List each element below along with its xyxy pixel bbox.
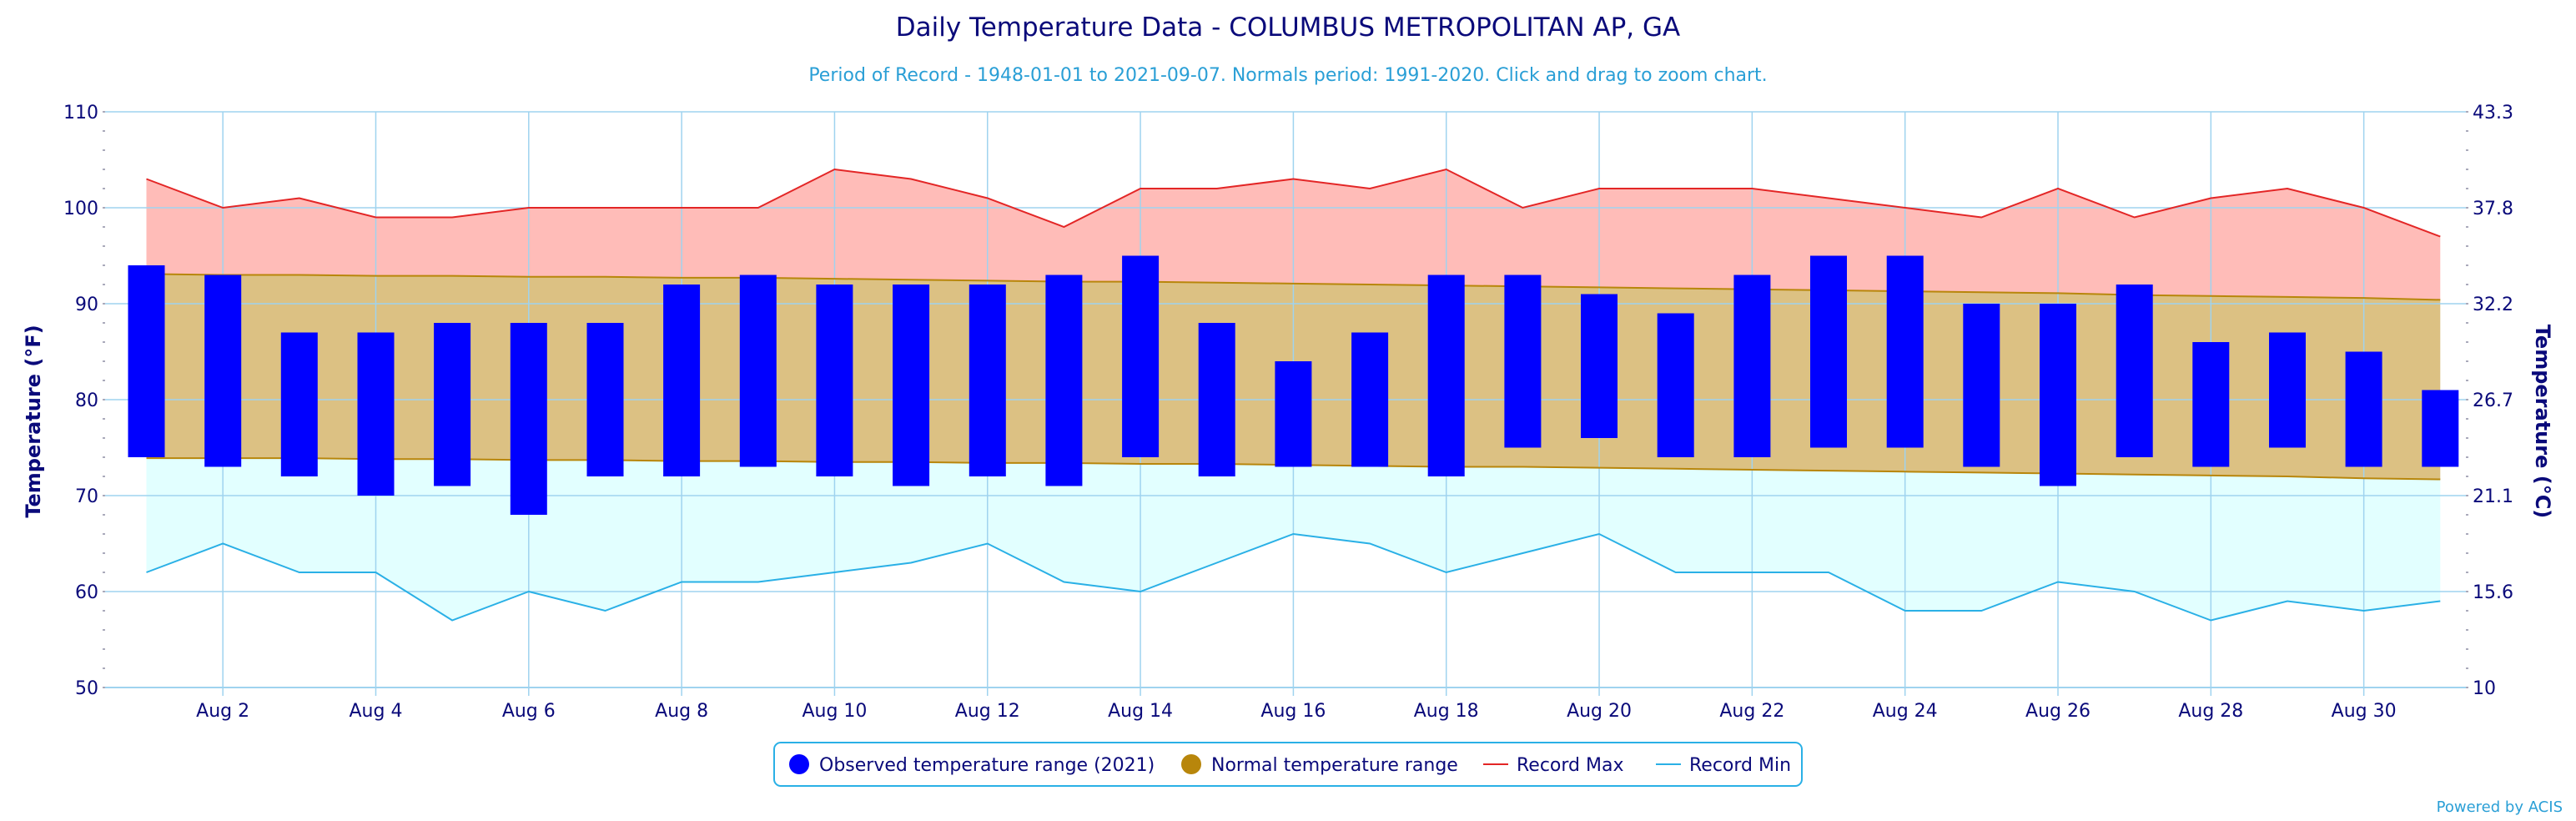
- legend-box: [773, 742, 1803, 787]
- observed-range-bar[interactable]: [1963, 304, 2000, 467]
- x-tick-label: Aug 10: [802, 701, 867, 722]
- observed-range-bar[interactable]: [1581, 294, 1618, 439]
- observed-range-bar[interactable]: [204, 275, 242, 467]
- record-min-line: [146, 532, 2441, 622]
- y-axis-title-left: Temperature (°F): [22, 325, 45, 517]
- observed-range-bar[interactable]: [586, 323, 624, 476]
- normal-high-line: [146, 273, 2441, 301]
- x-tick-label: Aug 26: [2025, 701, 2090, 722]
- legend-item-record-min[interactable]: Record Min: [1656, 755, 1791, 776]
- axes: 50 10 60 15.6 70 21.1 80 26.7 90 32.2 100 37.8 110 43…: [63, 103, 2513, 722]
- y-tick-label-right: 21.1: [2473, 486, 2513, 507]
- legend-item-normal[interactable]: Normal temperature range: [1181, 754, 1458, 776]
- observed-range-bar[interactable]: [969, 285, 1006, 476]
- observed-range-bar[interactable]: [128, 265, 165, 457]
- y-tick-label-left: 60: [75, 582, 98, 603]
- legend-normal-label: Normal temperature range: [1211, 755, 1458, 776]
- legend-observed-marker: [789, 754, 809, 774]
- y-tick-label-left: 110: [63, 103, 98, 123]
- y-tick-label-left: 80: [75, 390, 98, 411]
- y-axis-title-right: Temperature (°C): [2531, 325, 2554, 519]
- y-tick-label-right: 37.8: [2473, 199, 2513, 219]
- observed-range-bar[interactable]: [1886, 255, 1924, 448]
- observed-range-bar[interactable]: [739, 275, 777, 467]
- observed-range-bar[interactable]: [1733, 275, 1771, 458]
- observed-range-bar[interactable]: [893, 285, 930, 486]
- observed-range-bar[interactable]: [1198, 323, 1235, 476]
- y-tick-label-right: 15.6: [2473, 582, 2513, 603]
- chart-title: Daily Temperature Data - COLUMBUS METROP…: [896, 13, 1680, 43]
- observed-range-bar[interactable]: [434, 323, 471, 486]
- record-min-band: [146, 458, 2441, 621]
- observed-range-bar[interactable]: [2422, 390, 2459, 467]
- observed-range-bar[interactable]: [2040, 304, 2076, 486]
- observed-range-bar[interactable]: [1810, 255, 1847, 448]
- x-tick-label: Aug 22: [1719, 701, 1784, 722]
- chart-subtitle: Period of Record - 1948-01-01 to 2021-09…: [808, 65, 1767, 86]
- legend-item-record-max[interactable]: Record Max: [1483, 755, 1624, 776]
- x-tick-label: Aug 30: [2332, 701, 2397, 722]
- legend[interactable]: Observed temperature range (2021) Normal…: [773, 742, 1803, 787]
- legend-observed-label: Observed temperature range (2021): [819, 755, 1155, 776]
- x-tick-label: Aug 8: [655, 701, 708, 722]
- observed-range-bar[interactable]: [357, 332, 395, 496]
- x-tick-label: Aug 28: [2178, 701, 2243, 722]
- x-tick-label: Aug 12: [955, 701, 1020, 722]
- legend-record-min-label: Record Min: [1689, 755, 1791, 776]
- y-tick-label-right: 10: [2473, 678, 2496, 699]
- x-tick-label: Aug 16: [1260, 701, 1326, 722]
- x-tick-label: Aug 2: [196, 701, 249, 722]
- observed-bars: [128, 255, 2459, 515]
- observed-range-bar[interactable]: [280, 332, 318, 477]
- observed-range-bar[interactable]: [1427, 275, 1465, 477]
- y-tick-label-left: 70: [75, 486, 98, 507]
- x-tick-label: Aug 6: [502, 701, 556, 722]
- observed-range-bar[interactable]: [2116, 285, 2153, 457]
- observed-range-bar[interactable]: [1657, 313, 1694, 458]
- legend-item-observed[interactable]: Observed temperature range (2021): [789, 754, 1155, 776]
- observed-range-bar[interactable]: [1351, 332, 1389, 467]
- record-max-line: [146, 168, 2441, 238]
- y-tick-label-right: 43.3: [2473, 103, 2513, 123]
- observed-range-bar[interactable]: [1504, 275, 1542, 448]
- observed-range-bar[interactable]: [510, 323, 547, 515]
- observed-range-bar[interactable]: [2269, 332, 2306, 448]
- observed-range-bar[interactable]: [816, 285, 853, 476]
- x-tick-label: Aug 4: [350, 701, 403, 722]
- observed-range-bar[interactable]: [2192, 342, 2230, 467]
- y-tick-label-right: 26.7: [2473, 390, 2513, 411]
- observed-range-bar[interactable]: [1045, 275, 1083, 486]
- observed-range-bar[interactable]: [1275, 361, 1312, 467]
- y-tick-label-left: 90: [75, 295, 98, 315]
- credit-link[interactable]: Powered by ACIS: [2437, 798, 2563, 816]
- x-tick-label: Aug 24: [1873, 701, 1938, 722]
- y-tick-label-left: 50: [75, 678, 98, 699]
- observed-range-bar[interactable]: [2345, 351, 2382, 467]
- observed-range-bar[interactable]: [663, 285, 701, 476]
- observed-range-bar[interactable]: [1122, 255, 1160, 458]
- y-tick-label-left: 100: [63, 199, 98, 219]
- x-tick-label: Aug 18: [1414, 701, 1479, 722]
- y-tick-label-right: 32.2: [2473, 295, 2513, 315]
- legend-record-max-label: Record Max: [1517, 755, 1624, 776]
- x-tick-label: Aug 14: [1108, 701, 1173, 722]
- x-tick-label: Aug 20: [1567, 701, 1632, 722]
- legend-normal-marker: [1181, 754, 1201, 774]
